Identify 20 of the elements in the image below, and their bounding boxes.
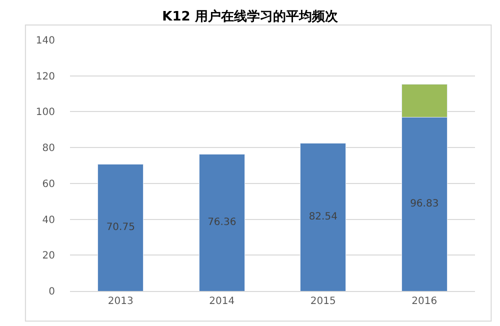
chart-title: K12 用户在线学习的平均频次: [162, 8, 339, 25]
x-tick-label: 2015: [310, 296, 336, 307]
data-label: 82.54: [308, 212, 338, 223]
y-tick-label: 40: [42, 214, 55, 226]
y-tick-label: 20: [42, 250, 55, 262]
bar: [198, 154, 245, 291]
x-tick-label: 2014: [209, 296, 235, 307]
y-tick-label: 140: [36, 36, 55, 46]
y-tick-label: 80: [42, 143, 55, 154]
x-tick-label: 2016: [412, 296, 438, 307]
y-tick-label: 100: [36, 107, 55, 118]
y-tick-label: 0: [48, 286, 55, 298]
bar: [300, 142, 346, 291]
y-tick-label: 60: [42, 178, 55, 190]
x-tick-label: 2013: [108, 296, 134, 307]
data-label: 76.36: [208, 217, 236, 228]
bar: [98, 164, 144, 291]
data-label: 96.83: [410, 198, 439, 210]
data-label: 70.75: [106, 222, 135, 234]
y-tick-label: 120: [36, 71, 55, 82]
